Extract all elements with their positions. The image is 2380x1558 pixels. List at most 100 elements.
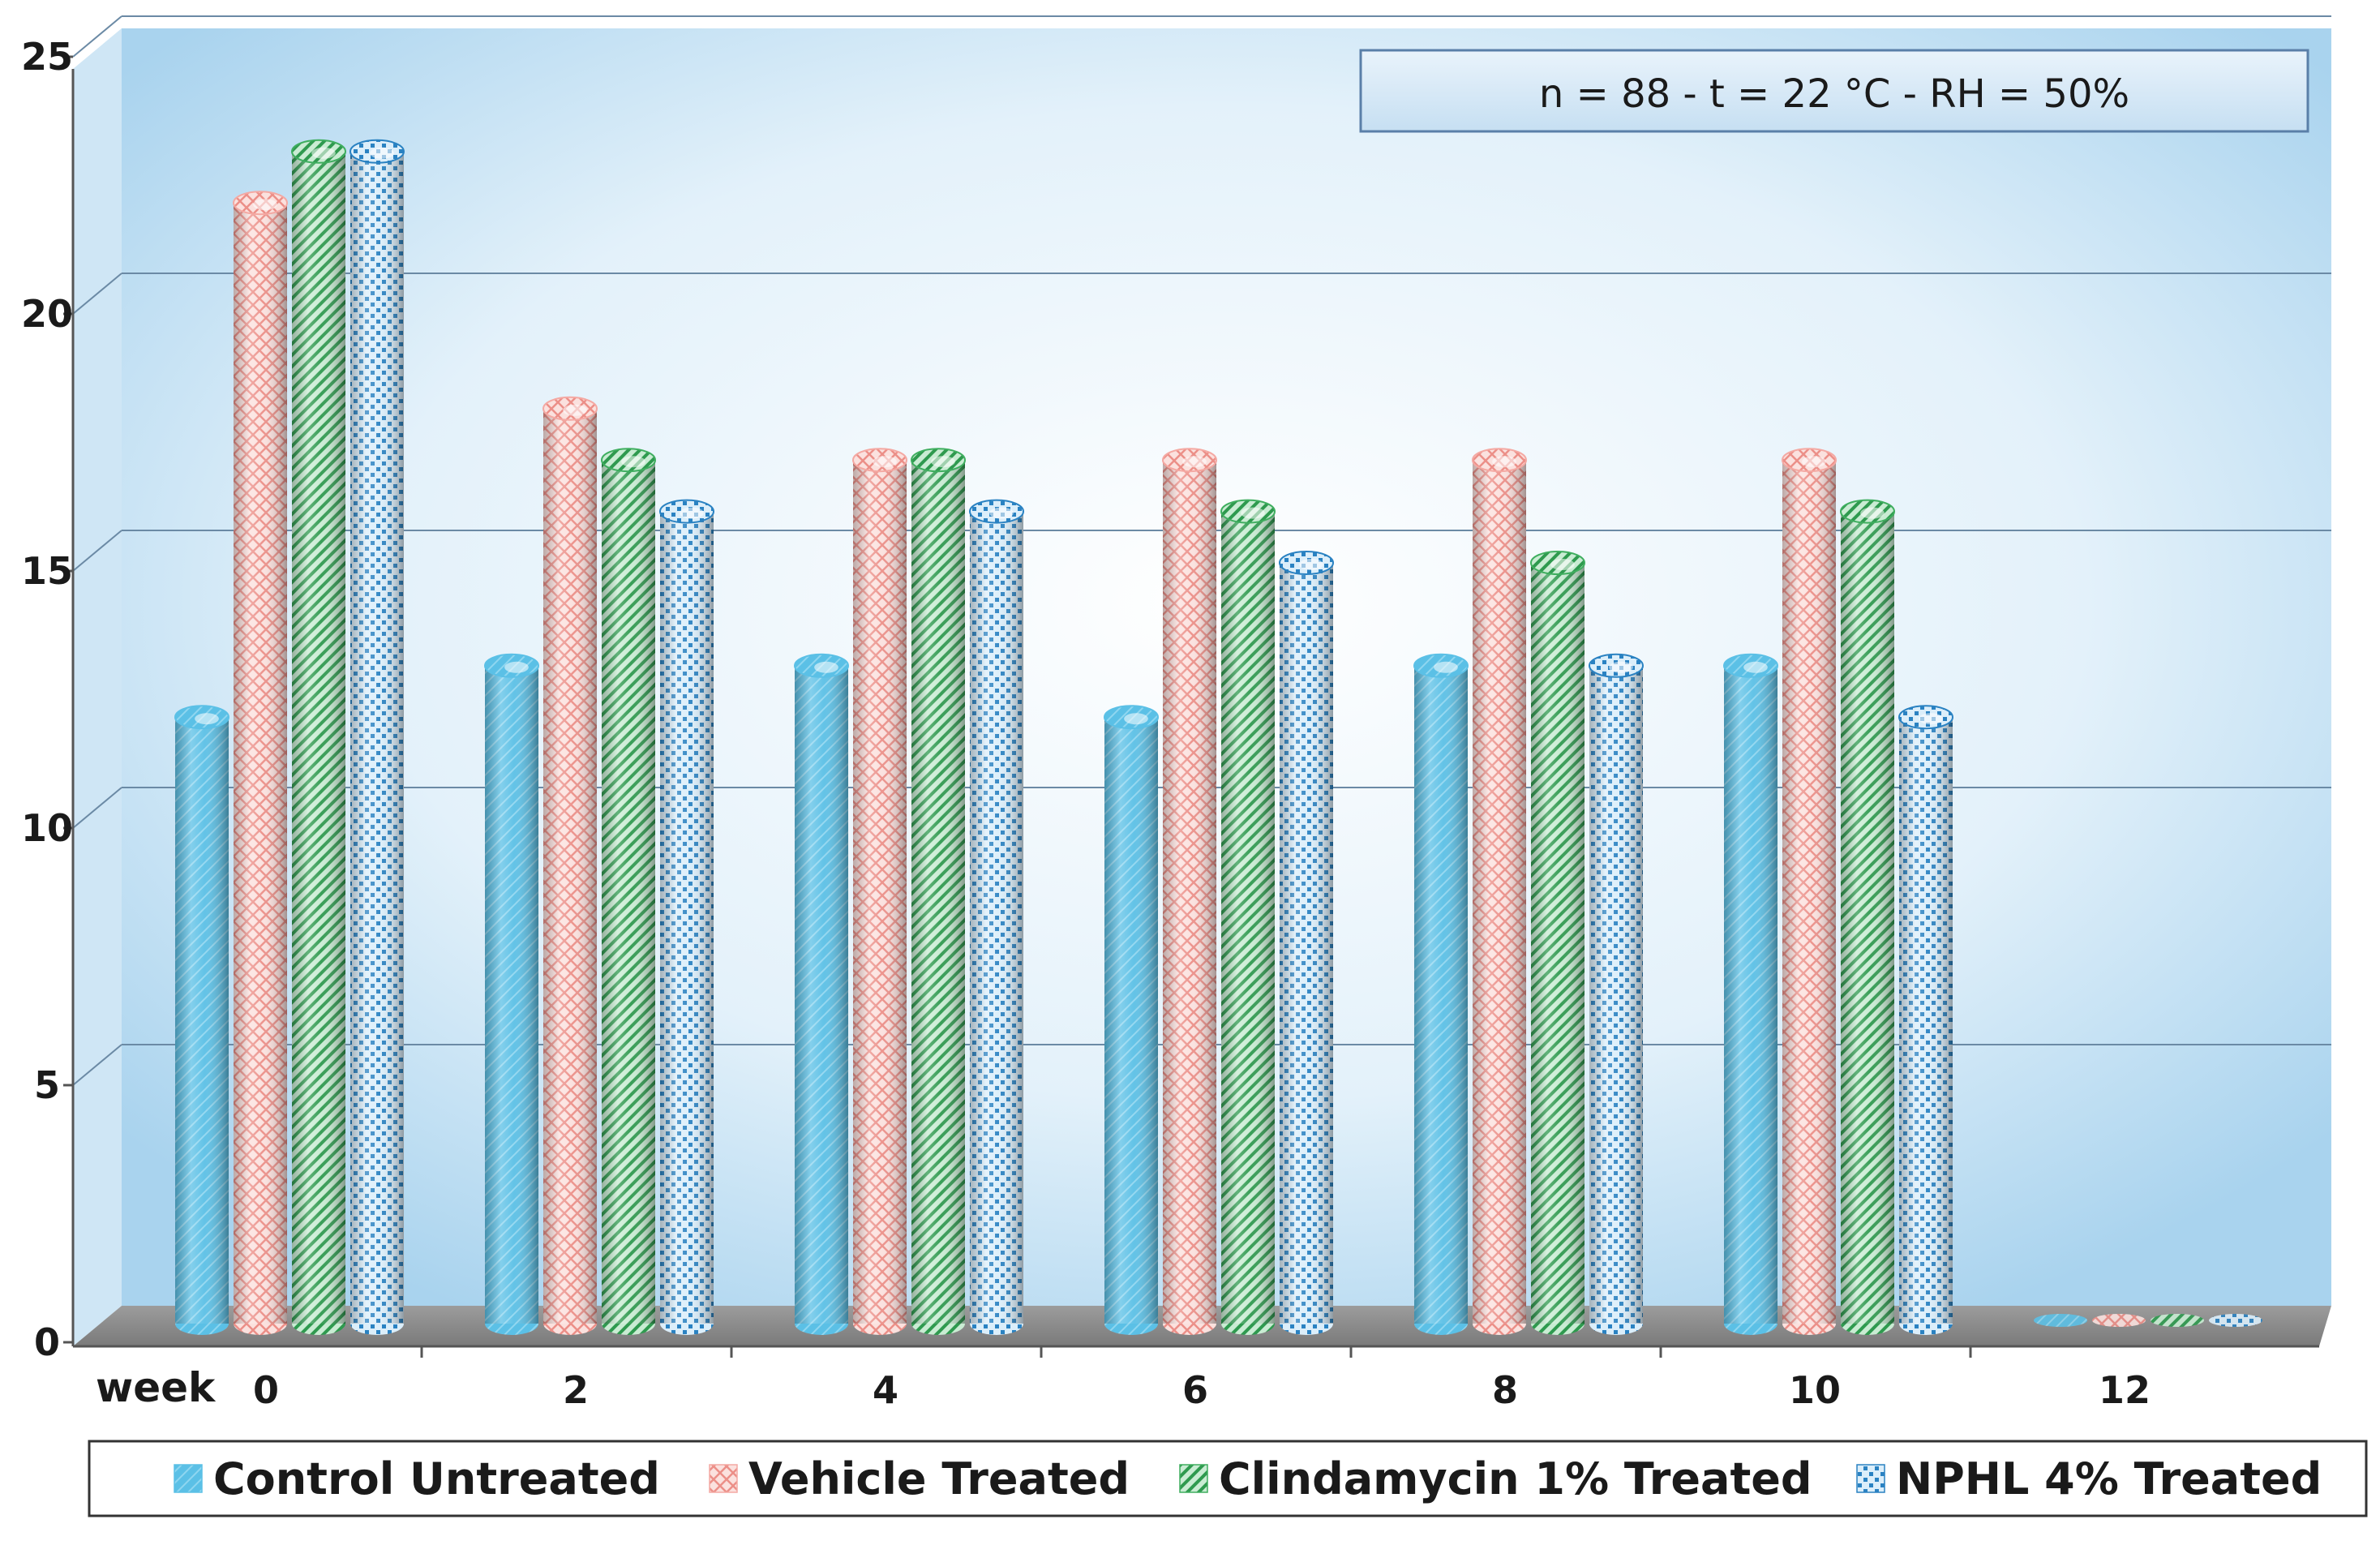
bar-top-highlight: [1550, 559, 1575, 570]
bar-shade: [1724, 665, 1777, 1324]
bar: [1220, 499, 1276, 1335]
bar-top-highlight: [253, 199, 277, 211]
y-tick-label: 5: [34, 1063, 60, 1107]
bar: [969, 499, 1024, 1335]
legend-label: Vehicle Treated: [748, 1453, 1130, 1504]
bar-shade: [543, 408, 597, 1324]
bar: [1782, 448, 1837, 1335]
bar-top-highlight: [680, 507, 704, 519]
legend-swatch: [709, 1464, 738, 1493]
legend-label: Clindamycin 1% Treated: [1219, 1453, 1812, 1504]
bar-top-highlight: [1802, 456, 1826, 468]
bar-top-highlight: [1919, 713, 1943, 725]
bar-top-highlight: [1492, 456, 1516, 468]
bar-top-highlight: [195, 713, 219, 725]
bar-shade: [1899, 717, 1953, 1324]
y-tick-label: 0: [34, 1320, 60, 1364]
annotation-box-frame: [1359, 49, 2309, 133]
bar: [174, 705, 229, 1335]
bar-shade: [911, 460, 965, 1324]
gridline-side: [72, 273, 122, 315]
annotation-text: n = 88 - t = 22 °C - RH = 50%: [1539, 71, 2129, 117]
bar-shade: [1473, 460, 1526, 1324]
bar: [2034, 1314, 2087, 1327]
bar-shade: [1782, 460, 1836, 1324]
x-tick-label: 0: [253, 1368, 279, 1412]
x-axis-label: week: [96, 1364, 217, 1411]
bar: [1530, 551, 1585, 1335]
bar-base: [2151, 1314, 2204, 1327]
gridline-side: [72, 1044, 122, 1086]
bar-top-highlight: [1743, 661, 1768, 673]
bar-top-highlight: [1299, 559, 1323, 570]
bar: [1898, 705, 1953, 1335]
bar: [794, 653, 849, 1335]
x-tick-label: 6: [1182, 1368, 1208, 1412]
bar: [2209, 1314, 2262, 1327]
y-tick-label: 20: [21, 292, 73, 336]
plot-side-wall: [73, 28, 122, 1346]
bar: [349, 139, 405, 1335]
bar-shade: [485, 665, 538, 1324]
bar: [2092, 1314, 2146, 1327]
bar-shade: [853, 460, 907, 1324]
gridline-side: [72, 15, 122, 58]
bar-top-highlight: [931, 456, 955, 468]
bar-shade: [1589, 665, 1643, 1324]
bar-shade: [1841, 511, 1894, 1324]
y-tick-label: 25: [21, 35, 73, 79]
bar-top-highlight: [1182, 456, 1207, 468]
bar-top-highlight: [989, 507, 1014, 519]
bar: [1589, 653, 1644, 1335]
bar-top-highlight: [311, 147, 336, 159]
x-tick-label: 2: [563, 1368, 589, 1412]
bar-base: [2034, 1314, 2087, 1327]
legend: Control Untreated Vehicle Treated Clindamy…: [88, 1440, 2368, 1517]
bar: [484, 653, 539, 1335]
bar: [1162, 448, 1217, 1335]
bar-shade: [795, 665, 848, 1324]
legend-swatch: [1179, 1464, 1208, 1493]
x-axis-ticks: 0 2 4 6 8 10 12: [253, 1346, 2151, 1412]
bar: [1472, 448, 1527, 1335]
bar-shade: [1531, 563, 1585, 1324]
gridline-side: [72, 530, 122, 572]
bar: [911, 448, 966, 1335]
bar-top-highlight: [563, 404, 587, 416]
bar: [1104, 705, 1159, 1335]
bar-top-highlight: [1860, 507, 1885, 519]
bar: [1840, 499, 1895, 1335]
legend-label: Control Untreated: [213, 1453, 660, 1504]
bar-shade: [602, 460, 655, 1324]
bar-shade: [1414, 665, 1468, 1324]
bar-top-highlight: [504, 661, 529, 673]
y-tick-label: 15: [21, 549, 73, 593]
legend-frame: [88, 1440, 2368, 1517]
gridline-side: [72, 787, 122, 829]
bar-top-highlight: [814, 661, 838, 673]
y-tick-label: 10: [21, 806, 73, 850]
bar-top-highlight: [873, 456, 897, 468]
bar: [2151, 1314, 2204, 1327]
bar: [852, 448, 907, 1335]
bar: [659, 499, 714, 1335]
bar-top-highlight: [1124, 713, 1148, 725]
bar: [1413, 653, 1469, 1335]
bar-base: [2092, 1314, 2146, 1327]
annotation-box: n = 88 - t = 22 °C - RH = 50%: [1359, 49, 2309, 133]
x-tick-label: 12: [2099, 1368, 2151, 1412]
legend-label: NPHL 4% Treated: [1896, 1453, 2322, 1504]
bar-top-highlight: [1241, 507, 1265, 519]
bar-shade: [292, 151, 345, 1324]
bar-shade: [175, 717, 229, 1324]
bar: [1723, 653, 1778, 1335]
bar-top-highlight: [1434, 661, 1458, 673]
bar: [291, 139, 346, 1335]
bar: [542, 396, 598, 1335]
x-tick-label: 8: [1492, 1368, 1518, 1412]
bar-base: [2209, 1314, 2262, 1327]
bar-shade: [1104, 717, 1158, 1324]
y-axis-ticks: 0 5 10 15 20 25: [21, 35, 73, 1364]
bar-shade: [660, 511, 714, 1324]
